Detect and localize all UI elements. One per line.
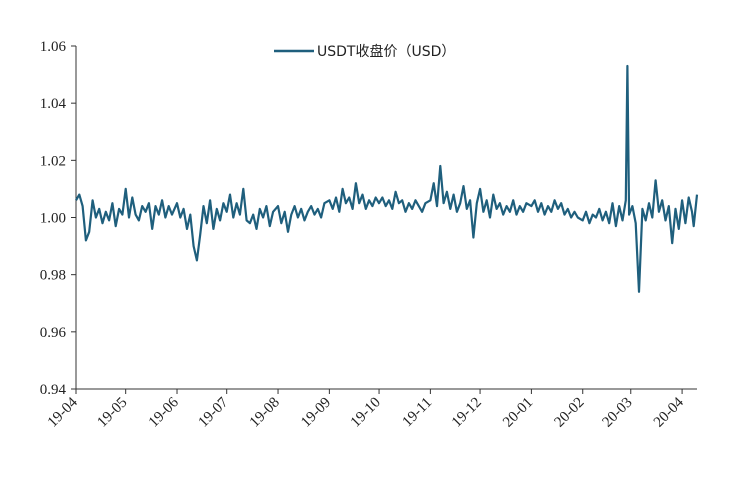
y-tick-label: 1.02 <box>40 153 66 169</box>
x-tick-label: 19-12 <box>449 395 485 431</box>
x-tick-label: 19-07 <box>195 394 231 430</box>
x-tick-label: 20-03 <box>600 395 636 431</box>
chart-legend: USDT收盘价（USD） <box>274 43 455 60</box>
x-tick-label: 19-10 <box>348 395 384 431</box>
y-axis-ticks: 0.94 0.96 0.98 1.00 1.02 1.04 1.06 <box>40 39 76 398</box>
x-tick-label: 19-05 <box>94 395 130 431</box>
x-tick-label: 20-02 <box>552 395 588 431</box>
x-tick-label: 19-08 <box>247 395 283 431</box>
x-tick-label: 19-04 <box>45 394 81 430</box>
x-tick-label: 19-09 <box>298 395 334 431</box>
x-tick-label: 19-06 <box>146 394 182 430</box>
y-tick-label: 1.06 <box>40 39 67 55</box>
series-layer <box>75 64 699 293</box>
y-tick-label: 1.04 <box>40 96 67 112</box>
x-axis-ticks: 19-04 19-05 19-06 19-07 19-08 19-09 19-10 19-11… <box>45 389 687 431</box>
series-line-usdt <box>75 64 699 293</box>
legend-label: USDT收盘价（USD） <box>317 43 455 60</box>
y-tick-label: 0.94 <box>40 382 67 398</box>
y-tick-label: 1.00 <box>40 211 66 227</box>
y-tick-label: 0.98 <box>40 268 66 284</box>
x-tick-label: 20-04 <box>651 394 687 430</box>
y-tick-label: 0.96 <box>40 325 67 341</box>
x-tick-label: 19-11 <box>400 395 436 431</box>
x-tick-label: 20-01 <box>500 395 536 431</box>
